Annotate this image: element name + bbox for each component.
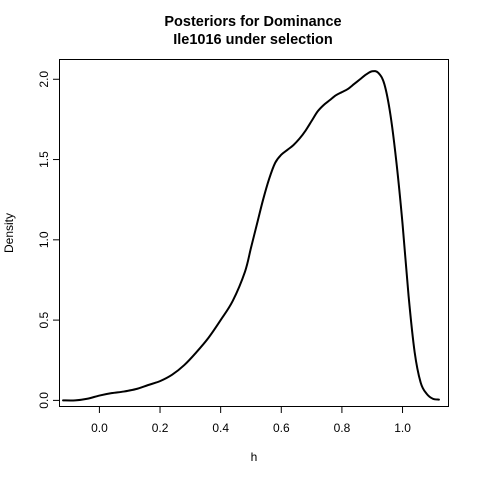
- y-axis-label: Density: [2, 213, 16, 253]
- x-tick-label: 0.8: [334, 421, 351, 435]
- x-axis: 0.0 0.2 0.4 0.6 0.8 1.0: [91, 406, 411, 435]
- x-tick-label: 0.4: [212, 421, 229, 435]
- y-tick-label: 0.5: [37, 311, 51, 328]
- y-tick-label: 1.0: [37, 231, 51, 248]
- x-axis-label: h: [251, 450, 258, 464]
- y-axis: 0.0 0.5 1.0 1.5 2.0: [37, 71, 60, 409]
- x-tick-label: 0.2: [152, 421, 169, 435]
- x-tick-label: 0.0: [91, 421, 108, 435]
- x-tick-label: 1.0: [394, 421, 411, 435]
- y-tick-label: 2.0: [37, 71, 51, 88]
- chart-title-line-1: Posteriors for Dominance: [164, 14, 341, 30]
- y-tick-label: 0.0: [37, 392, 51, 409]
- density-curve: [62, 70, 440, 402]
- series-layer: [62, 70, 440, 402]
- chart-title-line-2: Ile1016 under selection: [173, 32, 333, 48]
- y-tick-label: 1.5: [37, 151, 51, 168]
- x-tick-label: 0.6: [273, 421, 290, 435]
